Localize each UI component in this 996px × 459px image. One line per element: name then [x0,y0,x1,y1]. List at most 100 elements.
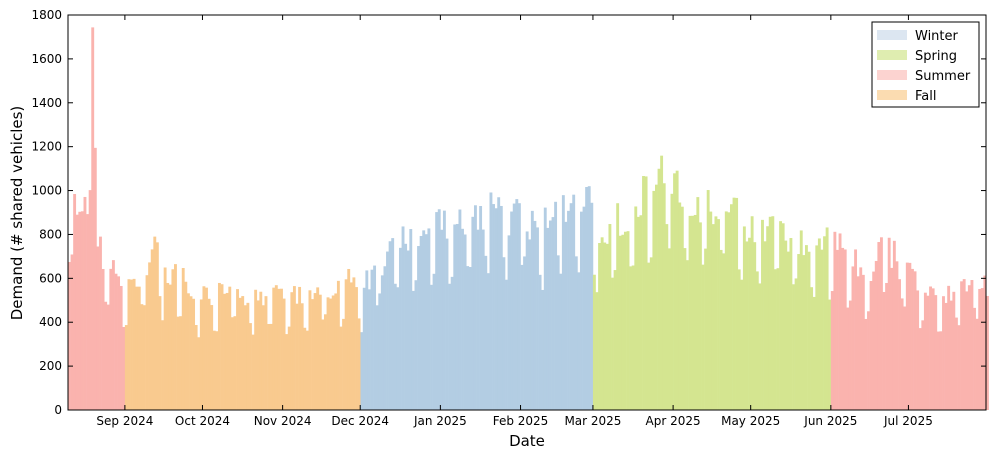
demand-bar [572,194,576,410]
demand-bar [942,296,945,410]
demand-bar [86,214,89,410]
demand-bar [647,262,651,410]
demand-bar [119,285,123,410]
demand-bar [742,226,746,410]
demand-bar [360,332,364,410]
demand-bar [556,255,560,410]
demand-bar [215,331,219,410]
demand-bar [184,281,188,410]
demand-bar [936,331,940,410]
demand-bar [595,292,599,410]
demand-bar [973,307,976,410]
y-axis-title: Demand (# shared vehicles) [8,106,26,321]
demand-bar [205,287,208,410]
demand-bar [533,220,537,410]
demand-bar [825,227,829,410]
demand-bar [466,266,470,410]
demand-bar [867,311,870,410]
demand-bar [931,288,935,410]
demand-bar [810,287,814,410]
y-tick-label: 1600 [31,52,62,66]
x-tick-label: May 2025 [721,414,780,428]
demand-bar [538,274,542,410]
demand-bar [911,268,914,410]
demand-bar [748,237,751,410]
demand-bar [386,251,389,410]
demand-bar [334,293,338,410]
demand-bar [461,228,464,410]
demand-bar [577,272,581,410]
demand-bar [954,317,958,410]
demand-bar [735,197,739,410]
demand-bar [598,243,601,410]
demand-bar [264,296,268,410]
demand-bar [373,265,377,410]
demand-bar [887,237,891,410]
y-tick-label: 1400 [31,96,62,110]
demand-bar [792,284,795,410]
demand-bar [432,273,436,410]
demand-bar [626,231,630,410]
demand-bar [706,190,710,410]
legend-label: Winter [915,29,959,44]
demand-bar [122,326,126,410]
demand-bar [316,287,320,410]
demand-bar [326,297,330,410]
demand-bar [489,192,493,410]
demand-bar [701,264,705,410]
demand-bar [73,193,77,410]
demand-bar [833,231,837,410]
x-axis-title: Date [509,432,545,450]
demand-bar [318,294,322,410]
demand-bar [269,323,273,410]
x-tick-label: Sep 2024 [96,414,153,428]
demand-bar [711,224,715,410]
demand-bar [78,211,82,410]
demand-bar [758,283,762,410]
demand-bar [642,176,645,410]
demand-bar [254,289,258,410]
demand-bar [419,235,423,410]
demand-bar [877,242,881,410]
legend-swatch [877,70,907,80]
demand-bar [817,238,821,410]
legend-swatch [877,50,907,60]
demand-bar [898,279,901,410]
demand-bar [217,282,221,410]
demand-bar [559,273,563,410]
demand-bar [567,210,570,410]
demand-bar [197,337,201,410]
demand-bar [174,264,177,410]
demand-bar [132,278,136,410]
demand-bar [168,284,172,410]
demand-bar [396,287,400,410]
demand-bar [313,293,317,410]
x-tick-label: Jan 2025 [413,414,467,428]
demand-bar [698,222,702,410]
demand-bar [321,319,325,410]
demand-bar [502,257,506,410]
demand-bar [903,306,907,410]
demand-bar [952,291,956,410]
demand-bar [437,209,441,410]
demand-bar [365,270,369,410]
demand-bar [983,275,987,410]
demand-bar [980,288,984,410]
demand-bar [241,296,245,410]
demand-bar [486,273,490,410]
demand-bar [207,298,211,410]
demand-bar [111,260,115,410]
demand-bar [409,229,413,410]
demand-bar [854,249,858,410]
legend-label: Fall [915,89,936,104]
demand-bar [497,197,501,410]
demand-bar [104,301,108,410]
demand-bar [417,246,420,410]
demand-bar [675,170,679,410]
demand-bar [199,299,203,410]
demand-bar [471,216,475,410]
demand-bar [639,215,643,410]
demand-bar [251,334,255,410]
demand-bar [872,271,876,410]
demand-bar [285,334,289,410]
